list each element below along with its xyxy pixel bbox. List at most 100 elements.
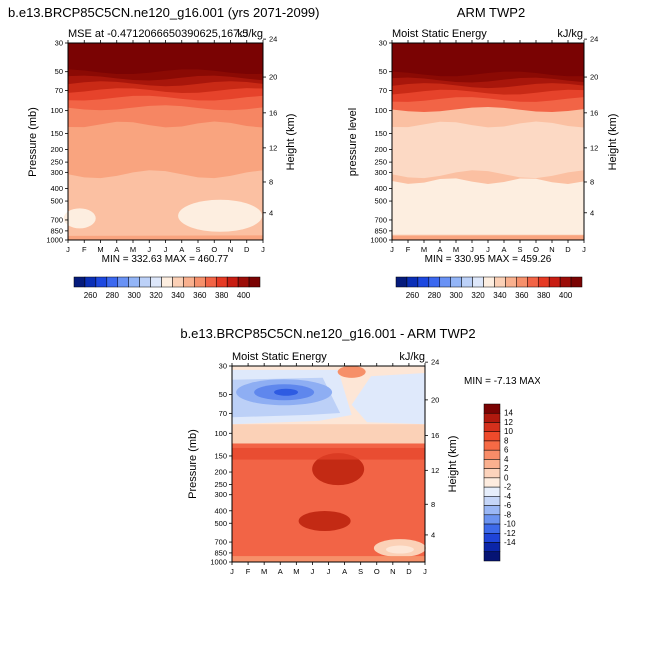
x-tick-label: A	[278, 567, 283, 576]
colorbar-box	[428, 276, 441, 288]
y-tick-label: 50	[379, 67, 387, 76]
panel-diff-svg: b.e13.BRCP85C5CN.ne120_g16.001 - ARM TWP…	[180, 326, 540, 576]
y-tick-label: 300	[214, 490, 227, 499]
colorbar-box	[461, 276, 473, 288]
y-tick-label: 400	[374, 184, 387, 193]
field-surface-band	[392, 235, 584, 240]
x-tick-label: J	[164, 245, 168, 254]
height-tick-label: 4	[431, 530, 435, 539]
height-tick-label: 24	[590, 35, 598, 44]
colorbar-box	[483, 551, 501, 562]
colorbar-box	[483, 422, 501, 432]
y-tick-label: 700	[214, 538, 227, 547]
colorbar-box	[205, 276, 217, 288]
y-tick-label: 150	[214, 451, 227, 460]
height-tick-label: 8	[431, 500, 435, 509]
colorbar-box	[483, 542, 501, 553]
colorbar-box	[73, 276, 86, 288]
colorbar-label: 10	[504, 427, 513, 436]
colorbar-label: -10	[504, 520, 516, 529]
height-tick-label: 8	[269, 177, 273, 186]
x-tick-label: A	[114, 245, 119, 254]
colorbar-box	[516, 276, 528, 288]
y-tick-label: 70	[219, 409, 227, 418]
panel-subtitle-left: MSE at -0.4712066650390625,167.5	[68, 28, 248, 40]
colorbar-box	[172, 276, 184, 288]
colorbar-box	[226, 276, 239, 288]
field-dark-patch	[298, 510, 351, 531]
field-layer	[68, 43, 263, 75]
x-tick-label: J	[66, 245, 70, 254]
colorbar-box	[194, 276, 206, 288]
y-tick-label: 500	[214, 519, 227, 528]
y-tick-label: 100	[50, 106, 63, 115]
y-tick-label: 1000	[370, 236, 387, 245]
colorbar-box	[139, 276, 151, 288]
colorbar-label: -6	[504, 501, 512, 510]
y-tick-label: 250	[374, 158, 387, 167]
colorbar-label: 300	[449, 291, 463, 300]
x-tick-label: J	[147, 245, 151, 254]
panel-model-svg: b.e13.BRCP85C5CN.ne120_g16.001 (yrs 2071…	[8, 5, 319, 300]
y-tick-label: 30	[379, 39, 387, 48]
x-tick-label: A	[179, 245, 184, 254]
x-tick-label: J	[423, 567, 427, 576]
y-tick-label: 150	[374, 129, 387, 138]
height-tick-label: 24	[431, 358, 439, 367]
height-tick-label: 20	[431, 395, 439, 404]
colorbar-label: 280	[428, 291, 442, 300]
y-tick-label: 250	[50, 158, 63, 167]
x-tick-label: M	[293, 567, 299, 576]
colorbar-box	[483, 533, 501, 543]
x-tick-label: F	[246, 567, 251, 576]
field-blob	[178, 199, 263, 232]
y-tick-label: 150	[50, 129, 63, 138]
x-tick-label: N	[549, 245, 554, 254]
field-dark-patch	[312, 453, 365, 486]
colorbar-box	[237, 276, 250, 288]
y-tick-label: 400	[214, 506, 227, 515]
height-tick-label: 4	[590, 208, 594, 217]
colorbar-label: 320	[149, 291, 163, 300]
colorbar-box	[161, 276, 173, 288]
field-blob	[63, 208, 96, 229]
colorbar-label: 8	[504, 436, 509, 445]
x-tick-label: F	[406, 245, 411, 254]
y-axis-label-right: Height (km)	[447, 436, 459, 493]
colorbar-box	[527, 276, 539, 288]
colorbar-box	[483, 468, 501, 479]
colorbar-box	[248, 276, 261, 288]
height-tick-label: 20	[269, 73, 277, 82]
y-tick-label: 200	[374, 145, 387, 154]
colorbar-box	[483, 449, 501, 460]
y-tick-label: 500	[374, 197, 387, 206]
colorbar-label: -8	[504, 510, 512, 519]
colorbar-box	[483, 459, 501, 469]
colorbar-label: 360	[515, 291, 529, 300]
colorbar-label: 0	[504, 473, 509, 482]
colorbar-box	[128, 276, 140, 288]
y-axis-label: Pressure (mb)	[187, 429, 199, 499]
colorbar-label: 280	[106, 291, 120, 300]
colorbar-box	[183, 276, 195, 288]
panel-title: b.e13.BRCP85C5CN.ne120_g16.001 (yrs 2071…	[8, 5, 319, 20]
colorbar-box	[450, 276, 462, 288]
panel-model-mse: b.e13.BRCP85C5CN.ne120_g16.001 (yrs 2071…	[0, 0, 330, 300]
field-surface-band	[68, 235, 263, 240]
x-tick-label: N	[228, 245, 233, 254]
colorbar-box	[483, 514, 501, 525]
colorbar-box	[483, 505, 501, 516]
colorbar-label: 320	[471, 291, 485, 300]
colorbar-label: 12	[504, 418, 513, 427]
colorbar-box	[84, 276, 97, 288]
colorbar-box	[494, 276, 506, 288]
field-blue-core	[274, 388, 299, 396]
x-tick-label: S	[195, 245, 200, 254]
colorbar-box	[570, 276, 583, 288]
y-axis-label: Pressure (mb)	[27, 107, 39, 177]
colorbar-label: 2	[504, 464, 509, 473]
colorbar-box	[483, 496, 501, 506]
panel-subtitle-right: kJ/kg	[557, 28, 583, 40]
height-tick-label: 12	[590, 143, 598, 152]
y-tick-label: 300	[50, 168, 63, 177]
